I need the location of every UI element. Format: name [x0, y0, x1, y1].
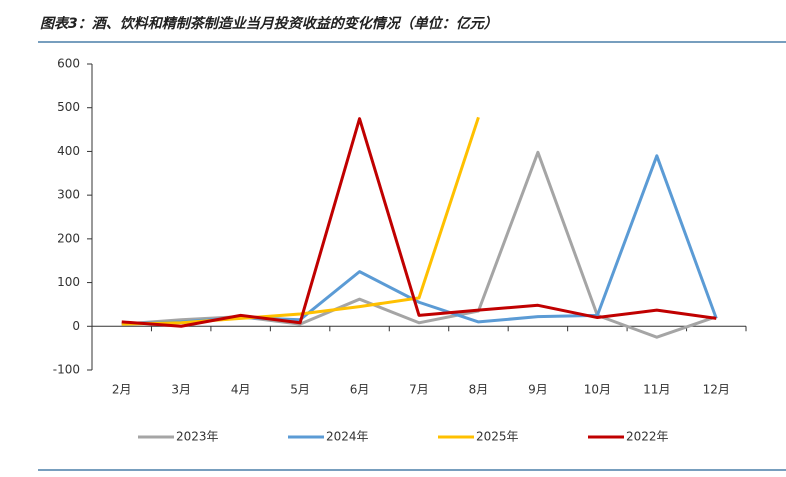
y-tick-label: 400 [57, 144, 80, 158]
x-tick-label: 8月 [469, 383, 489, 397]
chart-title: 图表3：酒、饮料和精制茶制造业当月投资收益的变化情况（单位：亿元） [40, 15, 498, 32]
x-tick-label: 4月 [231, 383, 251, 397]
x-tick-label: 3月 [171, 383, 191, 397]
x-tick-label: 10月 [584, 383, 611, 397]
y-tick-label: 500 [57, 100, 80, 114]
legend-label: 2022年 [626, 430, 669, 444]
series-line [121, 117, 717, 328]
x-tick-label: 5月 [290, 383, 310, 397]
y-tick-label: 100 [57, 275, 80, 289]
y-tick-label: 300 [57, 188, 80, 202]
series-line [121, 150, 717, 339]
series-line [121, 116, 480, 326]
legend-label: 2025年 [476, 430, 519, 444]
legend-label: 2024年 [326, 430, 369, 444]
x-tick-label: 7月 [409, 383, 429, 397]
y-tick-label: -100 [53, 363, 80, 377]
legend-label: 2023年 [176, 430, 219, 444]
x-tick-label: 9月 [528, 383, 548, 397]
y-tick-label: 200 [57, 231, 80, 245]
x-tick-label: 6月 [350, 383, 370, 397]
y-tick-label: 0 [72, 319, 80, 333]
x-tick-label: 11月 [643, 383, 670, 397]
x-tick-label: 2月 [112, 383, 132, 397]
y-tick-label: 600 [57, 57, 80, 71]
x-tick-label: 12月 [703, 383, 730, 397]
